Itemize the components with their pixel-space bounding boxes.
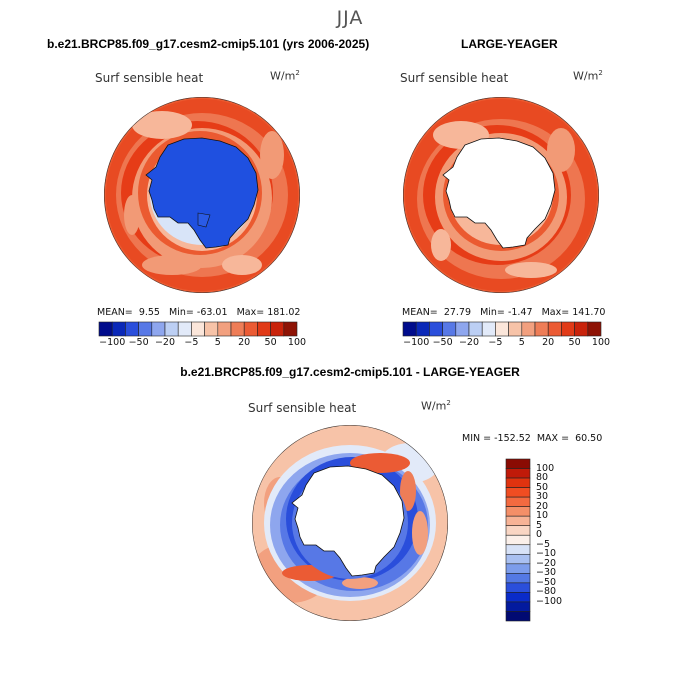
colorbar-swatch xyxy=(521,321,536,337)
colorbar-swatch xyxy=(442,321,457,337)
colorbar-tick-label: 100 xyxy=(591,337,611,348)
colorbar-tick-label: −50 xyxy=(128,337,149,348)
colorbar-swatch xyxy=(505,534,531,546)
colorbar-tick-label: 0 xyxy=(536,529,543,541)
panel3-units: W/m2 xyxy=(421,399,451,413)
panel2-units: W/m2 xyxy=(573,69,603,83)
colorbar-swatch xyxy=(243,321,258,337)
colorbar-tick-label: 5 xyxy=(518,337,525,348)
panel3-variable-label: Surf sensible heat xyxy=(248,401,357,415)
colorbar-swatch xyxy=(111,321,126,337)
panel3-colorbar xyxy=(505,458,531,622)
colorbar-swatch xyxy=(138,321,153,337)
panel2-polar-map xyxy=(403,97,599,293)
colorbar-swatch xyxy=(505,515,531,527)
colorbar-tick-label: 5 xyxy=(536,519,543,531)
colorbar-swatch xyxy=(283,321,298,337)
colorbar-swatch xyxy=(415,321,430,337)
colorbar-swatch xyxy=(455,321,470,337)
page-title: JJA xyxy=(336,7,364,29)
colorbar-tick-label: −20 xyxy=(536,557,557,569)
colorbar-tick-label: −10 xyxy=(536,548,557,560)
panel2-variable-label: Surf sensible heat xyxy=(400,71,509,85)
colorbar-swatch xyxy=(505,544,531,555)
colorbar-swatch xyxy=(270,321,285,337)
colorbar-swatch xyxy=(98,321,113,337)
panel1-variable-label: Surf sensible heat xyxy=(95,71,204,85)
colorbar-tick-label: −50 xyxy=(432,337,453,348)
colorbar-tick-label: −5 xyxy=(488,337,503,348)
colorbar-tick-label: 50 xyxy=(264,337,277,348)
colorbar-swatch xyxy=(257,321,271,337)
colorbar-tick-label: −50 xyxy=(536,576,557,588)
colorbar-swatch xyxy=(505,477,531,488)
colorbar-swatch xyxy=(505,592,531,603)
colorbar-tick-label: 80 xyxy=(536,472,549,484)
panel1-polar-map xyxy=(104,97,300,293)
colorbar-swatch xyxy=(151,321,166,337)
colorbar-tick-label: 5 xyxy=(214,337,221,348)
panel2-colorbar xyxy=(402,321,602,337)
colorbar-tick-label: 50 xyxy=(536,481,549,493)
colorbar-swatch xyxy=(468,321,483,337)
colorbar-swatch xyxy=(402,321,417,337)
colorbar-swatch xyxy=(505,525,531,536)
colorbar-tick-label: −100 xyxy=(403,337,430,348)
colorbar-swatch xyxy=(125,321,139,337)
colorbar-swatch xyxy=(505,573,531,584)
panel1-title: b.e21.BRCP85.f09_g17.cesm2-cmip5.101 (yr… xyxy=(47,37,370,51)
panel3-title: b.e21.BRCP85.f09_g17.cesm2-cmip5.101 - L… xyxy=(180,365,520,379)
colorbar-swatch xyxy=(547,321,562,337)
colorbar-swatch xyxy=(204,321,219,337)
colorbar-tick-label: 100 xyxy=(536,462,555,474)
colorbar-tick-label: −20 xyxy=(154,337,176,348)
colorbar-tick-label: 20 xyxy=(238,337,251,348)
colorbar-swatch xyxy=(505,553,531,565)
panel1-units: W/m2 xyxy=(270,69,300,83)
colorbar-swatch xyxy=(481,321,496,337)
colorbar-tick-label: −100 xyxy=(536,595,563,607)
colorbar-swatch xyxy=(505,487,531,498)
colorbar-swatch xyxy=(191,321,205,337)
colorbar-swatch xyxy=(217,321,232,337)
colorbar-swatch xyxy=(508,321,523,337)
colorbar-tick-label: −30 xyxy=(536,567,557,579)
colorbar-swatch xyxy=(505,468,531,479)
colorbar-swatch xyxy=(574,321,589,337)
colorbar-tick-label: 100 xyxy=(287,337,307,348)
colorbar-tick-label: −100 xyxy=(99,337,126,348)
panel3-stats: MIN = -152.52 MAX = 60.50 xyxy=(462,433,603,444)
panel1-colorbar xyxy=(98,321,298,337)
colorbar-tick-label: 20 xyxy=(536,500,549,512)
colorbar-swatch xyxy=(505,582,531,593)
panel2-stats: MEAN= 27.79 Min= -1.47 Max= 141.70 xyxy=(402,307,606,318)
colorbar-swatch xyxy=(561,321,575,337)
colorbar-swatch xyxy=(587,321,602,337)
colorbar-tick-label: −5 xyxy=(536,538,551,550)
colorbar-tick-label: 10 xyxy=(536,510,549,522)
panel1-stats: MEAN= 9.55 Min= -63.01 Max= 181.02 xyxy=(97,307,301,318)
colorbar-swatch xyxy=(495,321,509,337)
colorbar-swatch xyxy=(505,506,531,517)
panel3-polar-map xyxy=(252,425,448,621)
colorbar-swatch xyxy=(505,458,531,469)
colorbar-tick-label: 20 xyxy=(542,337,555,348)
colorbar-swatch xyxy=(230,321,245,337)
colorbar-swatch xyxy=(177,321,192,337)
colorbar-tick-label: 50 xyxy=(568,337,581,348)
colorbar-tick-label: 30 xyxy=(536,491,549,503)
colorbar-tick-label: −5 xyxy=(184,337,199,348)
colorbar-swatch xyxy=(505,611,531,622)
panel2-title: LARGE-YEAGER xyxy=(461,37,558,51)
colorbar-swatch xyxy=(534,321,549,337)
colorbar-tick-label: −80 xyxy=(536,586,557,598)
colorbar-swatch xyxy=(505,601,531,612)
colorbar-swatch xyxy=(505,563,531,574)
colorbar-tick-label: −20 xyxy=(458,337,480,348)
colorbar-swatch xyxy=(429,321,443,337)
colorbar-swatch xyxy=(164,321,179,337)
colorbar-swatch xyxy=(505,496,531,507)
